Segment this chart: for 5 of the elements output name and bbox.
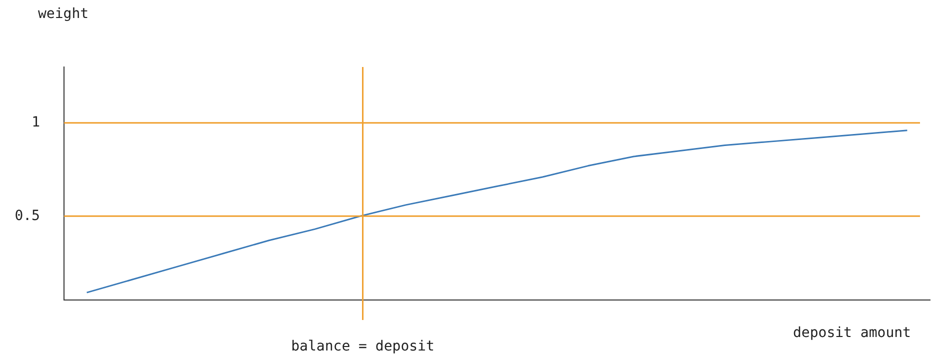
text: balance = deposit: [291, 338, 434, 355]
y-tick-label: 1: [32, 114, 40, 131]
x-axis-title: deposit amount: [792, 325, 911, 341]
y-tick-label: 0.5: [14, 208, 40, 224]
y-axis-title: weight: [38, 6, 89, 22]
